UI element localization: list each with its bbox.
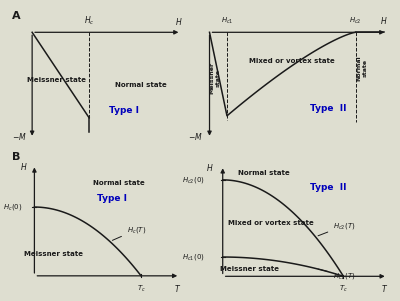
Text: Type  II: Type II: [310, 104, 347, 113]
Text: A: A: [12, 11, 21, 20]
Text: $H_{c1}(0)$: $H_{c1}(0)$: [182, 252, 205, 262]
Text: Normal
state: Normal state: [356, 56, 367, 81]
Text: $H$: $H$: [206, 162, 214, 173]
Text: Meissner
state: Meissner state: [210, 62, 220, 94]
Text: $H$: $H$: [380, 15, 388, 26]
Text: Normal state: Normal state: [115, 82, 166, 88]
Text: Mixed or vortex state: Mixed or vortex state: [249, 58, 335, 64]
Text: $T_c$: $T_c$: [339, 284, 348, 294]
Text: B: B: [12, 152, 20, 162]
Text: Type I: Type I: [98, 194, 128, 203]
Text: $H_{c2}(T)$: $H_{c2}(T)$: [318, 221, 356, 236]
Text: Normal state: Normal state: [238, 170, 290, 176]
Text: $-M$: $-M$: [12, 131, 27, 142]
Text: Meissner state: Meissner state: [27, 77, 86, 83]
Text: Type I: Type I: [109, 106, 139, 115]
Text: $T$: $T$: [174, 283, 181, 294]
Text: Mixed or vortex state: Mixed or vortex state: [228, 220, 314, 226]
Text: $T_c$: $T_c$: [137, 284, 146, 294]
Text: $-M$: $-M$: [188, 131, 203, 142]
Text: $H$: $H$: [20, 161, 28, 172]
Text: Type  II: Type II: [310, 183, 347, 192]
Text: Meissner state: Meissner state: [24, 250, 84, 256]
Text: $H_{c2}(0)$: $H_{c2}(0)$: [182, 175, 205, 185]
Text: $H_{c2}$: $H_{c2}$: [349, 15, 362, 26]
Text: $H$: $H$: [175, 16, 182, 26]
Text: $H_c(T)$: $H_c(T)$: [112, 225, 146, 240]
Text: $H_{c1}$: $H_{c1}$: [221, 15, 233, 26]
Text: $H_{c1}(T)$: $H_{c1}(T)$: [318, 269, 356, 281]
Text: Normal state: Normal state: [93, 180, 145, 186]
Text: $H_c(0)$: $H_c(0)$: [3, 202, 23, 212]
Text: Meissner state: Meissner state: [220, 265, 279, 272]
Text: $T$: $T$: [381, 283, 388, 294]
Text: $H_c$: $H_c$: [84, 14, 94, 26]
